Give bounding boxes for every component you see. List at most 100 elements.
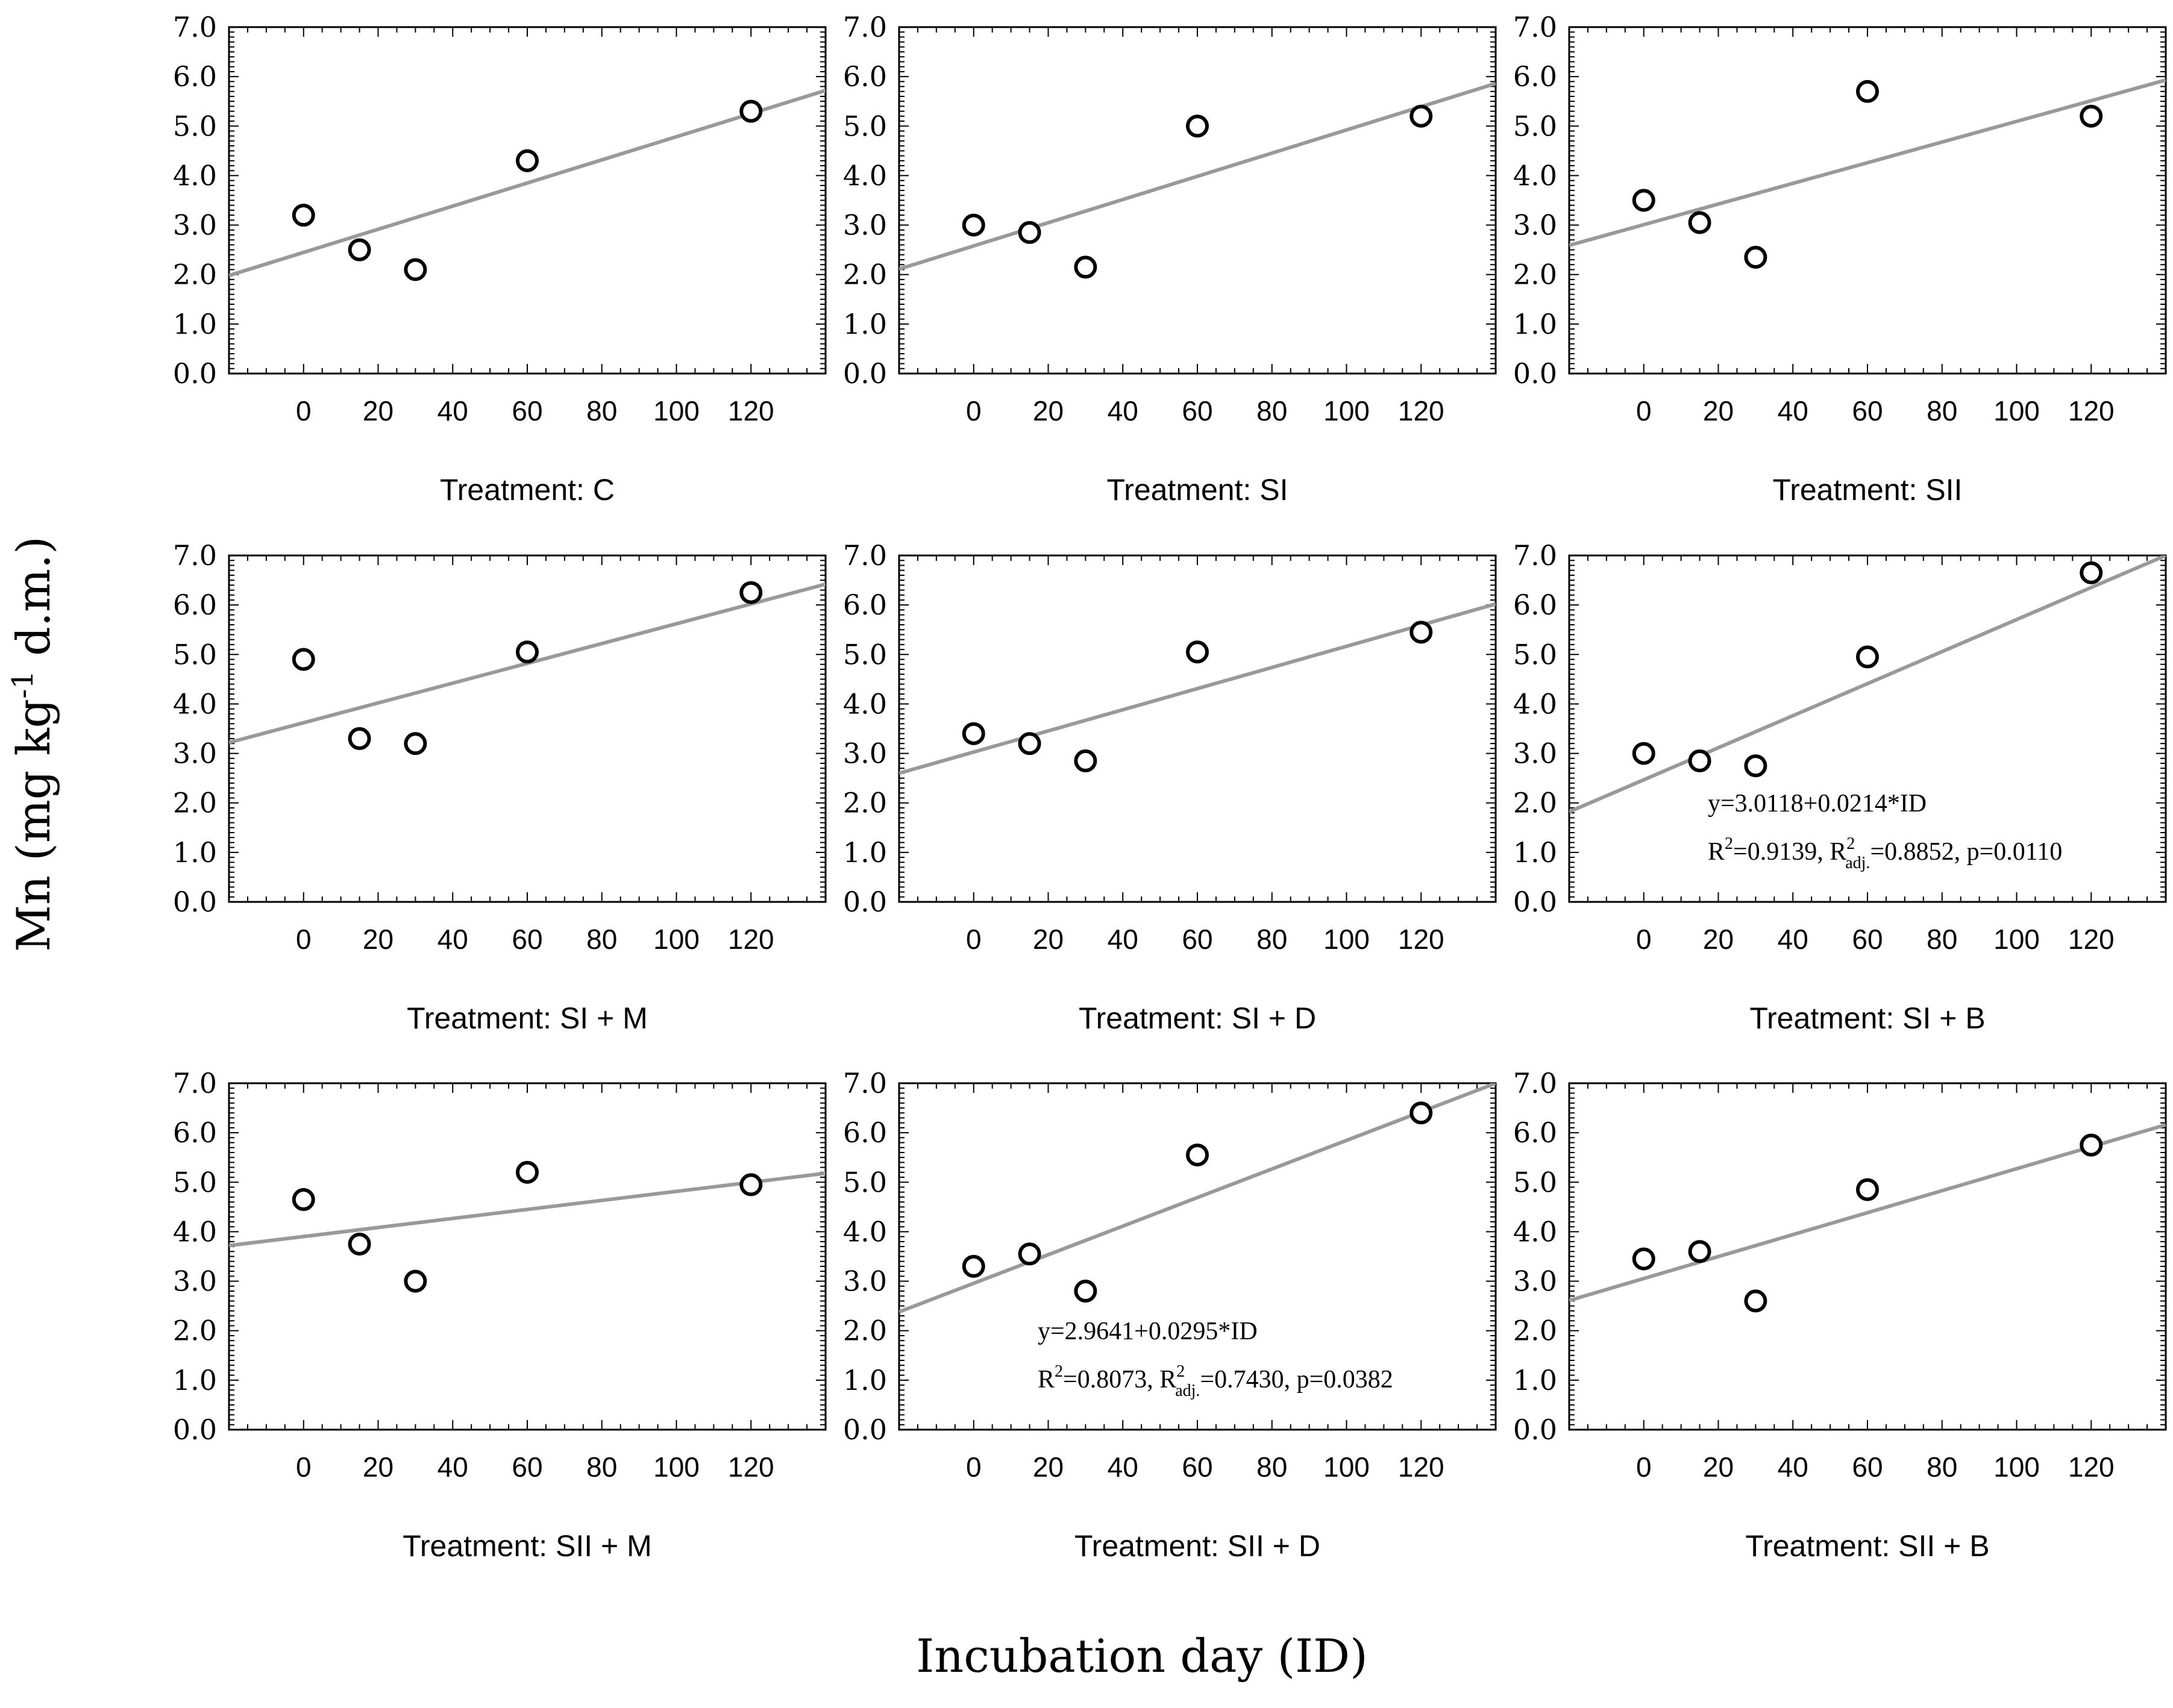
y-tick-label: 7.0 xyxy=(1513,11,1557,43)
y-tick-label: 2.0 xyxy=(1513,1315,1557,1347)
data-point xyxy=(1688,749,1711,772)
y-tick-label: 5.0 xyxy=(843,638,887,671)
regression-stats: R2=0.8073, R2 adj.=0.7430, p=0.0382 xyxy=(1038,1362,1393,1400)
plot-frame xyxy=(228,1082,827,1431)
data-point xyxy=(516,149,539,172)
y-tick-label: 7.0 xyxy=(843,11,887,43)
y-tick-label: 7.0 xyxy=(173,11,217,43)
y-tick-label: 3.0 xyxy=(843,209,887,242)
y-tick-label: 2.0 xyxy=(1513,258,1557,291)
regression-line xyxy=(899,1083,1496,1314)
x-tick-label: 20 xyxy=(1033,395,1064,427)
regression-stats-part: R xyxy=(1708,838,1725,866)
x-tick-label: 20 xyxy=(1033,1451,1064,1483)
regression-stats-part: 2 xyxy=(1846,834,1855,853)
y-tick-label: 1.0 xyxy=(843,1364,887,1397)
y-tick-label: 4.0 xyxy=(173,1215,217,1248)
y-tick-label: 0.0 xyxy=(843,1413,887,1446)
y-tick-label: 5.0 xyxy=(843,1166,887,1198)
y-tick-label: 6.0 xyxy=(173,589,217,621)
regression-line xyxy=(1569,78,2166,248)
x-tick-label: 40 xyxy=(1778,1451,1808,1483)
data-point xyxy=(516,640,539,664)
regression-equation: y=3.0118+0.0214*ID xyxy=(1708,790,1927,818)
y-tick-label: 3.0 xyxy=(173,737,217,770)
x-tick-label: 40 xyxy=(437,395,468,427)
panel-3: 0.0 1.0 2.0 3.0 4.0 5.0 6.0 7.0 0 20 40 60 80 100 120 T… xyxy=(1513,11,2167,507)
regression-stats-part: 2 xyxy=(1176,1362,1185,1381)
x-tick-label: 80 xyxy=(1256,395,1287,427)
data-point xyxy=(1409,621,1433,644)
y-tick-label: 7.0 xyxy=(173,1067,217,1100)
y-tick-label: 1.0 xyxy=(173,1364,217,1397)
panel-2: 0.0 1.0 2.0 3.0 4.0 5.0 6.0 7.0 0 20 40 60 80 100 120 T… xyxy=(843,11,1497,507)
regression-stats-part: =0.7430, p=0.0382 xyxy=(1200,1366,1393,1394)
data-point xyxy=(1744,754,1767,778)
y-tick-label: 6.0 xyxy=(1513,1116,1557,1149)
regression-stats-part: =0.9139, R xyxy=(1733,838,1846,866)
y-tick-label: 6.0 xyxy=(843,60,887,93)
x-tick-label: 40 xyxy=(1108,1451,1138,1483)
y-tick-label: 1.0 xyxy=(1513,1364,1557,1397)
panel-7: 0.0 1.0 2.0 3.0 4.0 5.0 6.0 7.0 0 20 40 60 80 100 120 T… xyxy=(173,1067,827,1563)
regression-stats-part: adj. xyxy=(1845,854,1870,872)
y-tick-label: 1.0 xyxy=(843,308,887,340)
x-tick-label: 120 xyxy=(2068,395,2115,427)
y-tick-label: 6.0 xyxy=(173,1116,217,1149)
y-tick-label: 0.0 xyxy=(1513,886,1557,918)
y-tick-label: 5.0 xyxy=(173,638,217,671)
data-point xyxy=(292,1188,315,1212)
plot-frame xyxy=(228,26,827,375)
x-tick-label: 120 xyxy=(2068,1451,2115,1483)
treatment-label: Treatment: SII + D xyxy=(1074,1529,1320,1563)
x-tick-label: 0 xyxy=(966,1451,982,1483)
x-tick-label: 40 xyxy=(437,924,468,955)
x-tick-label: 120 xyxy=(1398,924,1444,955)
y-tick-label: 1.0 xyxy=(173,836,217,869)
x-tick-label: 0 xyxy=(1636,1451,1652,1483)
x-tick-label: 60 xyxy=(1852,395,1883,427)
y-tick-label: 0.0 xyxy=(173,886,217,918)
x-tick-label: 80 xyxy=(1927,1451,1957,1483)
x-tick-label: 60 xyxy=(512,1451,542,1483)
y-tick-label: 3.0 xyxy=(1513,737,1557,770)
plot-frame xyxy=(898,554,1497,903)
x-tick-label: 80 xyxy=(586,395,617,427)
data-point xyxy=(1856,80,1879,103)
data-point xyxy=(1856,645,1879,669)
x-tick-label: 60 xyxy=(1182,395,1212,427)
x-tick-label: 40 xyxy=(1108,395,1138,427)
panel-8: 0.0 1.0 2.0 3.0 4.0 5.0 6.0 7.0 0 20 40 60 80 100 120 T… xyxy=(843,1067,1497,1563)
y-tick-label: 1.0 xyxy=(843,836,887,869)
y-tick-label: 6.0 xyxy=(1513,60,1557,93)
data-point xyxy=(404,258,427,281)
y-tick-label: 3.0 xyxy=(1513,209,1557,242)
y-tick-label: 2.0 xyxy=(173,787,217,819)
x-tick-label: 20 xyxy=(363,1451,394,1483)
data-point xyxy=(1409,1101,1433,1125)
data-point xyxy=(1744,1289,1767,1313)
x-tick-label: 0 xyxy=(296,1451,312,1483)
data-point xyxy=(1018,1242,1041,1266)
treatment-label: Treatment: SII xyxy=(1773,473,1963,507)
y-tick-label: 1.0 xyxy=(173,308,217,340)
y-tick-label: 0.0 xyxy=(1513,1413,1557,1446)
regression-stats-part: =0.8073, R xyxy=(1063,1366,1176,1394)
x-tick-label: 60 xyxy=(512,395,542,427)
data-point xyxy=(739,1173,763,1197)
data-point xyxy=(1186,1143,1209,1167)
x-tick-label: 0 xyxy=(1636,395,1652,427)
data-point xyxy=(962,722,985,745)
regression-stats-part: 2 xyxy=(1055,1362,1063,1381)
regression-stats-part: R xyxy=(1038,1366,1055,1394)
data-point xyxy=(962,1254,985,1278)
y-tick-label: 7.0 xyxy=(1513,1067,1557,1100)
y-tick-label: 5.0 xyxy=(1513,638,1557,671)
treatment-label: Treatment: SII + M xyxy=(403,1529,652,1563)
x-tick-label: 120 xyxy=(1398,1451,1444,1483)
data-point xyxy=(2080,561,2103,584)
data-point xyxy=(739,581,763,604)
y-tick-label: 3.0 xyxy=(843,737,887,770)
y-tick-label: 6.0 xyxy=(843,1116,887,1149)
